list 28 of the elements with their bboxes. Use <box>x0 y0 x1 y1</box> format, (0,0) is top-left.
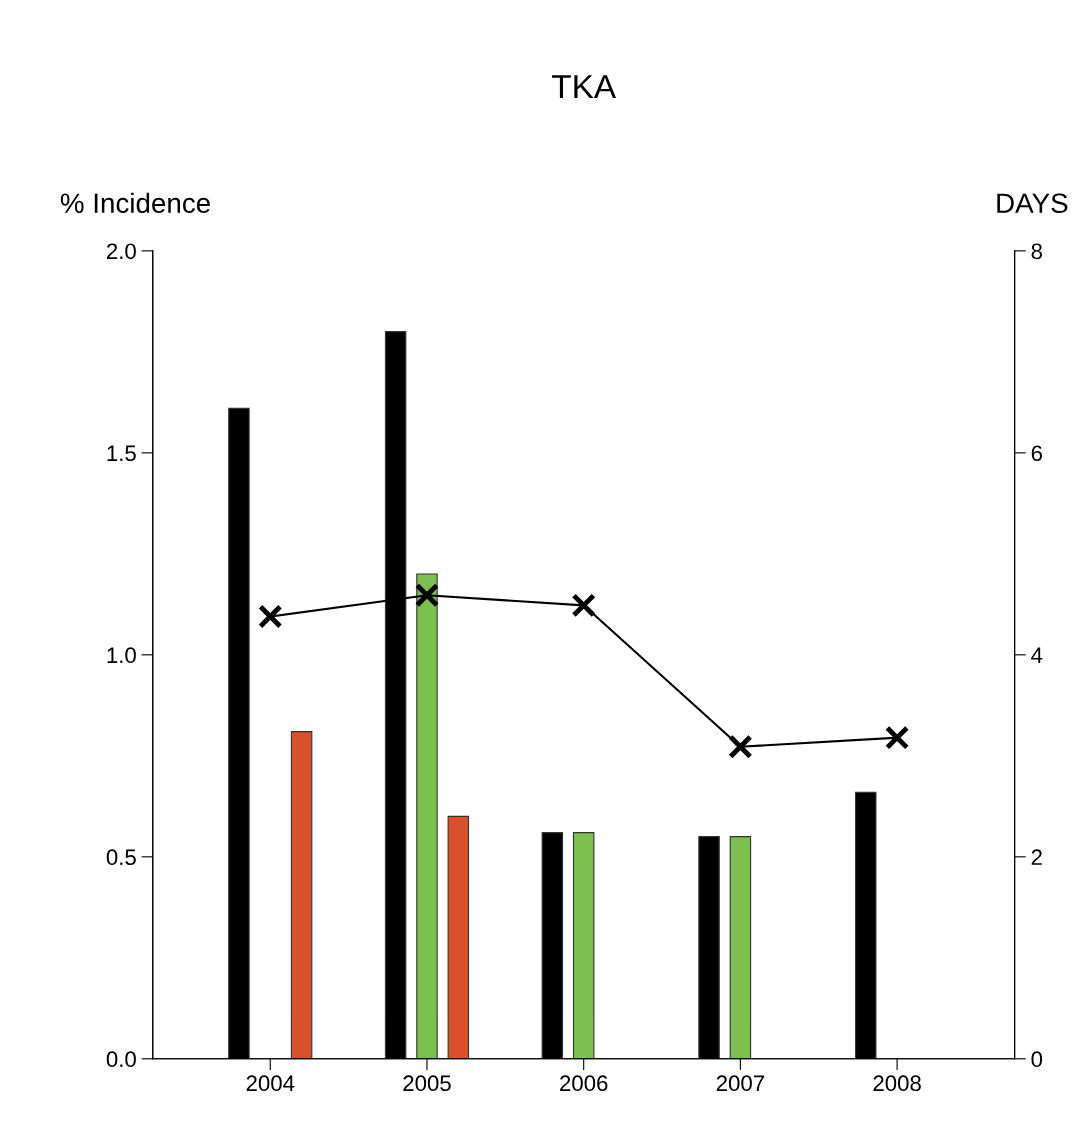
point <box>884 725 910 750</box>
chart-title: TKA <box>552 75 617 99</box>
bar <box>447 815 470 1059</box>
y-tick-label: 0.0 <box>106 1051 136 1068</box>
y2-tick-label: 0 <box>1031 1051 1043 1068</box>
y-tick-label: 2.0 <box>107 243 136 260</box>
y-tick-label: 1.5 <box>107 445 136 462</box>
y2-axis-title: DAYS <box>997 193 1068 214</box>
point <box>258 604 283 629</box>
y2-tick-label: 6 <box>1031 445 1042 462</box>
point <box>728 734 753 759</box>
x-tick-label: 2008 <box>873 1075 921 1092</box>
point <box>414 583 440 608</box>
y2-tick-label: 8 <box>1031 243 1042 260</box>
y2-tick-label: 4 <box>1031 647 1043 663</box>
x-tick-label: 2004 <box>246 1075 295 1092</box>
x-tick-label: 2007 <box>716 1075 764 1092</box>
bar <box>572 832 595 1059</box>
bar <box>290 731 313 1059</box>
y-tick-label: 0.5 <box>106 849 136 866</box>
x-tick-label: 2005 <box>403 1075 451 1092</box>
x-tick-label: 2006 <box>560 1075 608 1092</box>
y-tick-label: 1.0 <box>107 647 136 664</box>
bar <box>416 573 438 1059</box>
point <box>571 593 596 618</box>
y-axis-title: % Incidence <box>60 192 210 214</box>
y2-tick-label: 2 <box>1031 849 1042 865</box>
bar <box>729 836 752 1059</box>
